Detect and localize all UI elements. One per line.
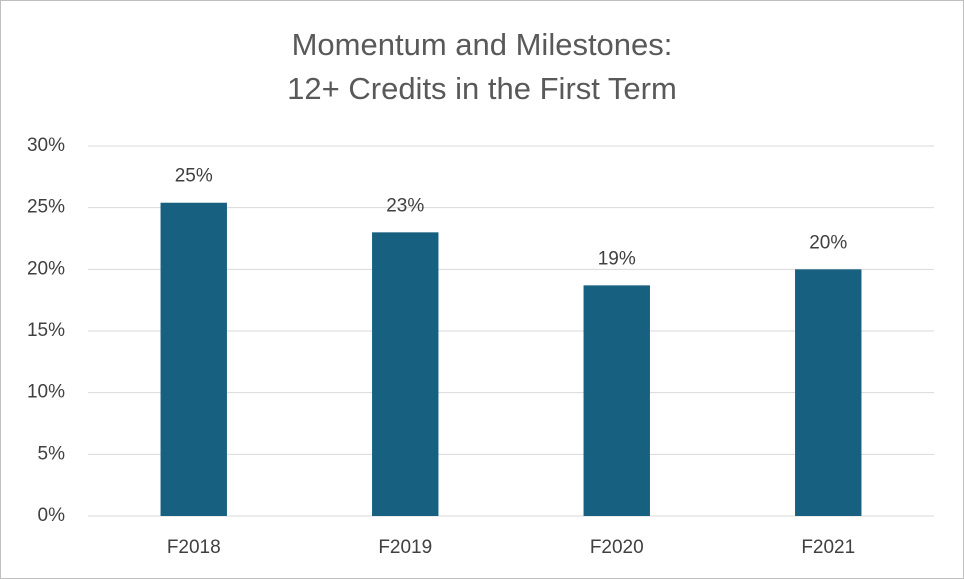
chart-title: Momentum and Milestones:: [292, 27, 673, 62]
y-tick-label: 25%: [27, 197, 65, 218]
chart-title: 12+ Credits in the First Term: [287, 71, 677, 106]
y-tick-label: 30%: [27, 135, 65, 156]
data-label: 23%: [386, 195, 424, 216]
bar: [795, 269, 862, 516]
y-tick-label: 0%: [38, 505, 66, 526]
data-label: 25%: [175, 166, 213, 187]
y-tick-label: 15%: [27, 320, 65, 341]
x-tick-label: F2019: [378, 537, 432, 558]
x-tick-label: F2021: [801, 537, 855, 558]
data-label: 19%: [598, 248, 636, 269]
y-tick-label: 20%: [27, 258, 65, 279]
x-tick-label: F2020: [590, 537, 644, 558]
y-tick-label: 10%: [27, 382, 65, 403]
bar: [160, 202, 227, 516]
x-tick-label: F2018: [167, 537, 221, 558]
bar: [372, 232, 439, 517]
bar: [583, 285, 650, 516]
data-label: 20%: [809, 232, 847, 253]
y-tick-label: 5%: [38, 443, 66, 464]
